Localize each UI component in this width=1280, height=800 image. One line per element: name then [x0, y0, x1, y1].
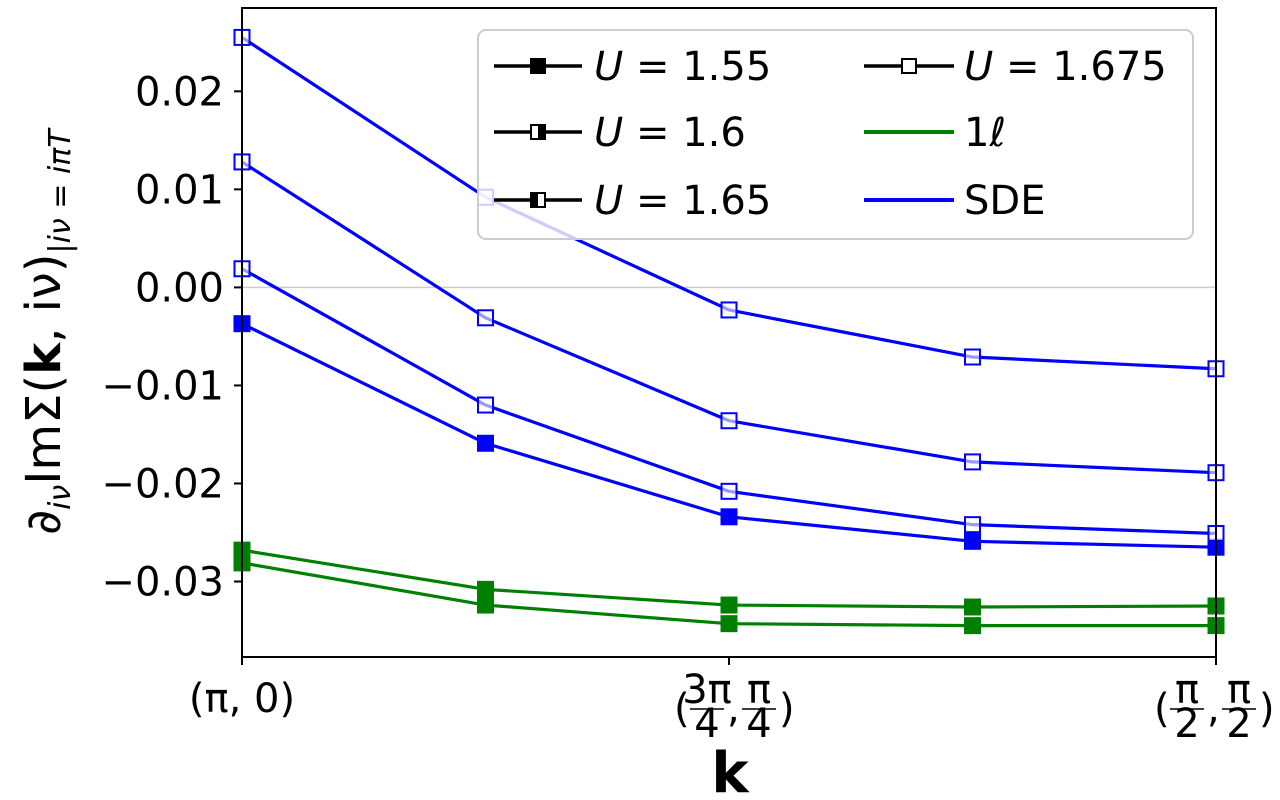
legend-marker-fill	[538, 125, 545, 139]
data-point-marker	[477, 396, 494, 414]
frac-numerator: π	[1227, 667, 1251, 713]
series-SDE-1.65	[233, 153, 1225, 482]
legend-label-text: SDE	[964, 178, 1045, 224]
legend-entry: U = 1.65	[494, 178, 771, 224]
legend-entry: SDE	[864, 178, 1045, 224]
data-point-marker	[720, 412, 738, 430]
data-point-marker	[964, 516, 981, 534]
y-tick-label: 0.01	[135, 167, 224, 213]
data-point-marker	[720, 596, 738, 614]
x-tick-label: (π2, π2)	[1154, 667, 1275, 747]
legend-box	[477, 29, 1194, 240]
legend-label: U = 1.55	[594, 44, 771, 90]
legend-label: U = 1.6	[594, 110, 746, 156]
frac-denominator: 2	[1226, 701, 1251, 747]
legend-label: 1ℓ	[964, 110, 1006, 156]
legend-marker	[901, 58, 917, 74]
legend-label-var: U	[594, 110, 623, 156]
label-open-paren: (	[1154, 686, 1170, 732]
label-close-paren: )	[779, 686, 795, 732]
legend-label-text: = 1.65	[623, 178, 771, 224]
label-open-paren: (	[674, 686, 690, 732]
label-close-paren: )	[1259, 686, 1275, 732]
legend-label-text: = 1.6	[623, 110, 746, 156]
ylabel-partial: ∂	[16, 510, 72, 535]
data-point-marker	[720, 508, 738, 526]
data-point-marker	[964, 598, 981, 616]
series-1ℓ-1.6	[233, 541, 1225, 616]
legend-label-var: U	[594, 44, 623, 90]
legend-label: SDE	[964, 178, 1045, 224]
data-point-marker	[477, 309, 494, 327]
ylabel-bold-k: k	[16, 342, 72, 375]
frac-numerator: π	[747, 667, 771, 713]
data-point-marker	[720, 301, 738, 319]
data-point-marker	[477, 596, 494, 614]
data-point-marker	[720, 482, 738, 500]
frac-numerator: 3π	[682, 667, 732, 713]
y-tick-label: −0.01	[101, 363, 224, 409]
frac-denominator: 4	[746, 701, 771, 747]
x-axis-title: k	[711, 741, 750, 800]
legend-label-var: U	[964, 44, 993, 90]
legend-entry: 1ℓ	[864, 110, 1006, 156]
series-1ℓ-1.55	[233, 554, 1225, 635]
data-point-marker	[964, 453, 981, 471]
legend-entry: U = 1.675	[864, 44, 1167, 90]
ylabel-main: ImΣ(	[16, 375, 72, 485]
legend-label: U = 1.675	[964, 44, 1167, 90]
frac-numerator: π	[1175, 667, 1199, 713]
y-tick-label: −0.02	[101, 461, 224, 507]
ylabel-subscript: |iν = iπT	[43, 127, 78, 254]
ylabel-partial-sub: iν	[43, 485, 78, 510]
frac-denominator: 4	[694, 701, 719, 747]
y-tick-label: 0.02	[135, 69, 224, 115]
legend-entry: U = 1.6	[494, 110, 746, 156]
legend-label-text: = 1.675	[993, 44, 1166, 90]
legend-label: U = 1.65	[594, 178, 771, 224]
ylabel-mid: , iν)	[16, 253, 72, 342]
data-point-marker	[964, 532, 981, 550]
legend-label-var: U	[594, 178, 623, 224]
legend-marker-fill	[531, 193, 538, 207]
data-point-marker	[964, 348, 981, 366]
y-tick-label: −0.03	[101, 560, 224, 606]
x-tick-label: (3π4, π4)	[674, 667, 795, 747]
x-tick-label: (π, 0)	[189, 676, 295, 722]
data-point-marker	[720, 615, 738, 633]
data-point-marker	[477, 434, 494, 452]
y-axis-title: ∂iνImΣ(k, iν)|iν = iπT	[16, 127, 78, 535]
label-comma: ,	[727, 686, 740, 732]
frac-denominator: 2	[1174, 701, 1199, 747]
y-tick-label: 0.00	[135, 265, 224, 311]
data-point-marker	[477, 580, 494, 598]
data-point-marker	[964, 617, 981, 635]
series-SDE-1.55	[233, 315, 1225, 556]
legend-marker	[530, 58, 546, 74]
label-comma: ,	[1207, 686, 1220, 732]
legend-label-text: = 1.55	[623, 44, 771, 90]
legend-label-text: 1ℓ	[964, 110, 1006, 156]
legend-entry: U = 1.55	[494, 44, 771, 90]
